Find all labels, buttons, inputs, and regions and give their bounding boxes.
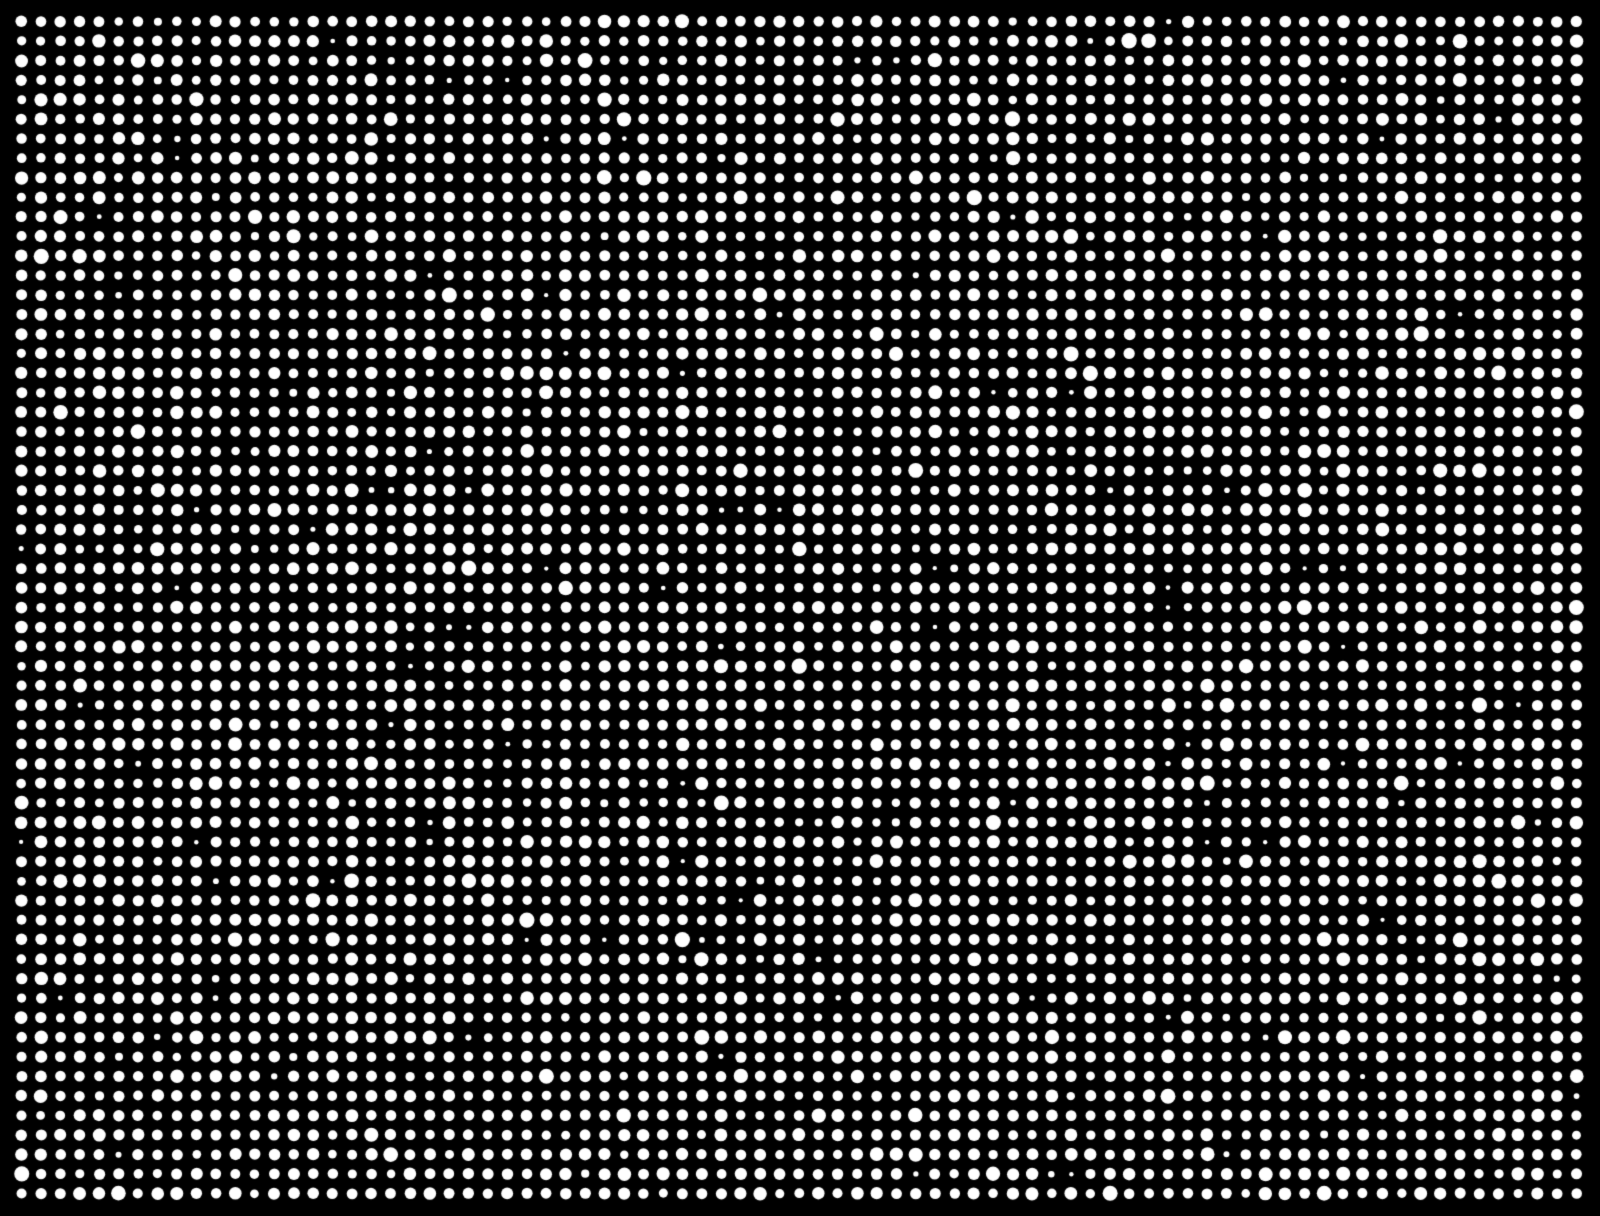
halftone-dot-grid bbox=[0, 0, 1600, 1216]
dot-pattern-screen bbox=[0, 0, 1600, 1216]
